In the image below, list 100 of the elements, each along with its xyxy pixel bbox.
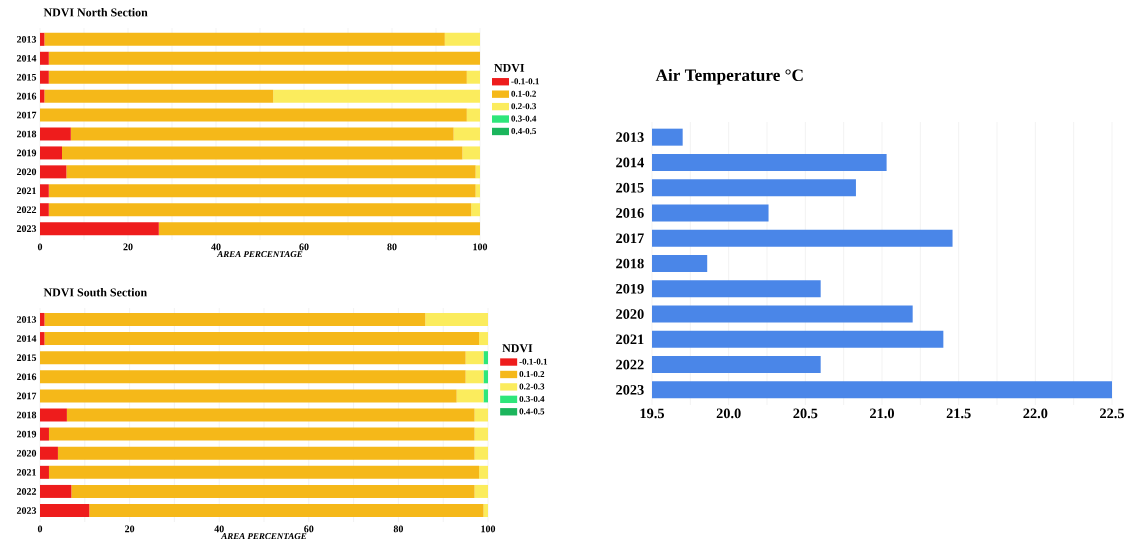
bar bbox=[40, 484, 72, 498]
bar bbox=[483, 504, 489, 518]
bar bbox=[40, 165, 67, 179]
bar bbox=[40, 146, 62, 160]
x-tick-label: 19.5 bbox=[640, 408, 665, 419]
x-tick-label: 0 bbox=[37, 525, 43, 533]
x-axis-title: AREA PERCENTAGE bbox=[220, 533, 307, 540]
bar bbox=[40, 408, 67, 422]
bar bbox=[71, 484, 475, 498]
y-tick-label: 2020 bbox=[16, 168, 37, 176]
bar bbox=[44, 312, 426, 326]
bar bbox=[62, 146, 463, 160]
y-tick-label: 2018 bbox=[16, 411, 37, 419]
bar bbox=[40, 446, 58, 460]
y-tick-label: 2018 bbox=[616, 258, 644, 269]
bar bbox=[66, 408, 475, 422]
x-tick-label: 40 bbox=[214, 525, 224, 533]
y-tick-label: 2015 bbox=[616, 182, 644, 193]
x-tick-label: 100 bbox=[473, 243, 488, 251]
x-tick-label: 100 bbox=[481, 525, 496, 533]
y-tick-label: 2022 bbox=[16, 488, 37, 495]
y-tick-label: 2018 bbox=[16, 130, 37, 138]
x-tick-label: 21.0 bbox=[870, 408, 895, 419]
x-tick-label: 21.5 bbox=[946, 408, 971, 419]
legend-label: -0.1-0.1 bbox=[511, 78, 539, 85]
bar bbox=[474, 408, 489, 422]
bar bbox=[40, 70, 49, 84]
x-tick-label: 40 bbox=[211, 243, 221, 251]
bar bbox=[474, 427, 489, 441]
legend-label: 0.3-0.4 bbox=[511, 115, 537, 122]
y-tick-label: 2017 bbox=[616, 233, 644, 244]
y-tick-label: 2016 bbox=[16, 373, 37, 381]
y-tick-label: 2022 bbox=[616, 359, 644, 370]
bar bbox=[475, 165, 480, 179]
y-tick-label: 2023 bbox=[16, 507, 37, 514]
bar bbox=[471, 203, 480, 217]
y-tick-label: 2014 bbox=[16, 54, 37, 62]
legend-label: 0.1-0.2 bbox=[519, 371, 545, 378]
y-tick-label: 2017 bbox=[16, 111, 37, 119]
bar bbox=[40, 127, 71, 141]
x-tick-label: 60 bbox=[299, 243, 309, 251]
x-tick-label: 20.5 bbox=[793, 408, 818, 419]
x-tick-label: 60 bbox=[304, 525, 314, 533]
y-tick-label: 2013 bbox=[616, 132, 644, 142]
y-tick-label: 2022 bbox=[16, 206, 37, 214]
x-tick-label: 22.5 bbox=[1100, 408, 1125, 419]
legend-label: 0.2-0.3 bbox=[511, 103, 537, 110]
bar bbox=[48, 465, 480, 479]
x-tick-label: 80 bbox=[387, 243, 397, 251]
bar bbox=[444, 32, 480, 46]
bar bbox=[48, 70, 467, 84]
bar bbox=[479, 465, 489, 479]
y-tick-label: 2021 bbox=[616, 334, 644, 345]
x-tick-label: 80 bbox=[393, 525, 404, 533]
bar bbox=[456, 389, 484, 403]
x-axis-title: AREA PERCENTAGE bbox=[216, 251, 303, 258]
bar bbox=[40, 389, 457, 403]
bar bbox=[40, 89, 45, 103]
chart-title: Air Temperature °C bbox=[655, 68, 803, 85]
bar bbox=[57, 446, 475, 460]
y-tick-label: 2015 bbox=[16, 73, 37, 81]
bar bbox=[40, 351, 466, 365]
bar bbox=[466, 108, 480, 122]
bar bbox=[474, 484, 489, 498]
bar bbox=[40, 222, 159, 236]
bar bbox=[40, 312, 45, 326]
bar bbox=[479, 332, 489, 346]
bar bbox=[48, 203, 472, 217]
y-tick-label: 2021 bbox=[16, 187, 36, 195]
bar bbox=[474, 446, 489, 460]
bar bbox=[40, 332, 45, 346]
bar bbox=[44, 89, 274, 103]
bar bbox=[44, 332, 480, 346]
y-tick-label: 2015 bbox=[16, 354, 37, 362]
bar bbox=[40, 427, 49, 441]
y-tick-label: 2021 bbox=[16, 468, 36, 476]
bar bbox=[48, 427, 475, 441]
bar bbox=[425, 312, 489, 326]
x-tick-label: 22.0 bbox=[1023, 408, 1048, 419]
y-tick-label: 2023 bbox=[616, 384, 644, 395]
chart-title: NDVI North Section bbox=[43, 8, 148, 17]
bar bbox=[40, 32, 45, 46]
y-tick-label: 2020 bbox=[616, 309, 644, 319]
y-tick-label: 2013 bbox=[16, 316, 37, 323]
bar bbox=[158, 222, 480, 236]
bar bbox=[89, 504, 484, 518]
y-tick-label: 2019 bbox=[16, 430, 37, 438]
bar bbox=[66, 165, 476, 179]
y-tick-label: 2019 bbox=[16, 149, 37, 157]
y-tick-label: 2013 bbox=[16, 35, 37, 43]
legend-label: 0.4-0.5 bbox=[511, 128, 537, 135]
y-tick-label: 2014 bbox=[16, 335, 37, 342]
bar bbox=[44, 32, 445, 46]
x-tick-label: 0 bbox=[37, 243, 43, 251]
bar bbox=[48, 184, 476, 198]
bar bbox=[483, 389, 489, 403]
y-tick-label: 2014 bbox=[616, 157, 644, 168]
bar bbox=[40, 108, 467, 122]
legend-label: 0.3-0.4 bbox=[519, 395, 545, 402]
legend-label: 0.4-0.5 bbox=[519, 408, 545, 415]
